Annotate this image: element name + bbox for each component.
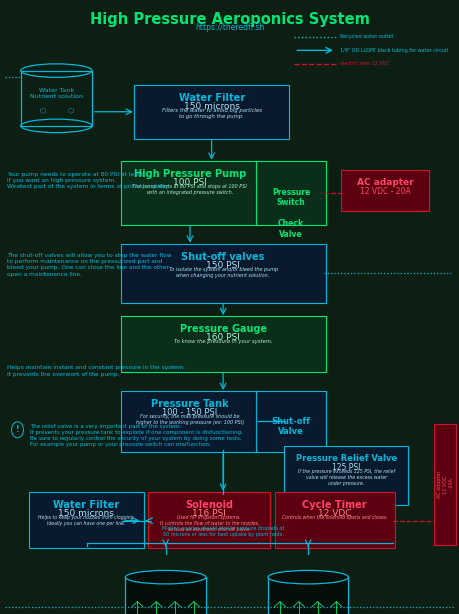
FancyBboxPatch shape: [134, 85, 288, 139]
Text: electric wire 12 VDC: electric wire 12 VDC: [340, 61, 389, 66]
Text: If the pressure exceeds 125 PSI, the relief
valve will release the excess water
: If the pressure exceeds 125 PSI, the rel…: [297, 469, 394, 486]
Text: 150 microns: 150 microns: [183, 102, 239, 111]
Text: To isolate the system and/or bleed the pump
when changing your nutrient solution: To isolate the system and/or bleed the p…: [168, 266, 277, 278]
FancyBboxPatch shape: [148, 492, 270, 548]
Text: To know the pressure in your system.: To know the pressure in your system.: [174, 339, 272, 344]
Text: The shut-off valves will allow you to stop the water flow
to perform maintenance: The shut-off valves will allow you to st…: [7, 253, 171, 276]
FancyBboxPatch shape: [120, 391, 258, 452]
FancyBboxPatch shape: [256, 161, 325, 225]
Text: 116 PSI: 116 PSI: [192, 510, 226, 518]
FancyBboxPatch shape: [274, 492, 394, 548]
Text: ⬡: ⬡: [67, 107, 73, 114]
Text: 12 VDC - 20A: 12 VDC - 20A: [359, 187, 410, 196]
Text: 12 VDC: 12 VDC: [317, 510, 351, 518]
Text: Filters the water to avoid big particles
to go through the pump.: Filters the water to avoid big particles…: [161, 108, 261, 119]
Text: Misting nozzles should ideally produce droplets of
50 microns or less for best u: Misting nozzles should ideally produce d…: [162, 526, 284, 537]
Text: https://theredfi.sh: https://theredfi.sh: [195, 23, 264, 32]
Text: Cycle Timer: Cycle Timer: [302, 500, 366, 510]
FancyBboxPatch shape: [256, 391, 325, 452]
Text: 1/4" OD LLDPE black tubing for water circuit: 1/4" OD LLDPE black tubing for water cir…: [340, 48, 448, 53]
Text: Pressure
Switch

Check
Valve: Pressure Switch Check Valve: [271, 188, 309, 239]
Text: 100 - 150 PSI: 100 - 150 PSI: [162, 408, 217, 417]
Text: Water Filter: Water Filter: [53, 500, 119, 510]
Text: Your pump needs to operate at 80 PSI at least
if you want an high pressure syste: Your pump needs to operate at 80 PSI at …: [7, 172, 169, 189]
Text: For security, the max pressure should be
higher to the working pressure (ex: 100: For security, the max pressure should be…: [135, 414, 243, 425]
Ellipse shape: [268, 570, 348, 584]
Text: ⬡: ⬡: [39, 107, 45, 114]
Text: !: !: [16, 426, 19, 434]
Text: 125 PSI: 125 PSI: [331, 463, 359, 472]
Text: Solenoid: Solenoid: [185, 500, 233, 510]
FancyBboxPatch shape: [28, 492, 144, 548]
FancyBboxPatch shape: [120, 161, 258, 225]
Text: The pump starts at 80 PSI and stops at 100 PSI
with an integrated pressure switc: The pump starts at 80 PSI and stops at 1…: [132, 184, 246, 195]
Text: 160 PSI: 160 PSI: [206, 333, 240, 342]
FancyBboxPatch shape: [341, 170, 428, 211]
Text: Controls when the solenoid opens and closes.: Controls when the solenoid opens and clo…: [281, 516, 386, 521]
FancyBboxPatch shape: [120, 244, 325, 303]
Text: AC adapter
12 VDC
- 20A: AC adapter 12 VDC - 20A: [436, 471, 453, 498]
Text: High Pressure Aeroponics System: High Pressure Aeroponics System: [90, 12, 369, 27]
Text: Pressure Tank: Pressure Tank: [151, 399, 228, 409]
Text: Pressure Gauge: Pressure Gauge: [179, 324, 266, 334]
Text: AC adapter: AC adapter: [356, 178, 413, 187]
Text: Helps maintain instant and constant pressure in the system.
It prevents the over: Helps maintain instant and constant pres…: [7, 365, 185, 376]
Text: The relief valve is a very important part of the system.
It prevents your pressu: The relief valve is a very important par…: [30, 424, 242, 447]
Text: High Pressure Pump: High Pressure Pump: [133, 169, 246, 179]
Bar: [125, 577, 206, 614]
Bar: [433, 424, 455, 545]
Ellipse shape: [125, 570, 206, 584]
Text: Helps to keep your nozzles from clogging.
Ideally you can have one per line.: Helps to keep your nozzles from clogging…: [38, 516, 134, 526]
FancyBboxPatch shape: [283, 446, 408, 505]
Text: Shut-off valves: Shut-off valves: [181, 252, 264, 262]
Text: Pressure Relief Valve: Pressure Relief Valve: [295, 454, 396, 464]
Bar: [21, 71, 92, 126]
Text: Used for irrigation systems.
It controls the flow of water to the nozzles,
acts : Used for irrigation systems. It controls…: [159, 516, 258, 532]
Bar: [268, 577, 348, 614]
FancyBboxPatch shape: [120, 316, 325, 372]
Text: 100 PSI: 100 PSI: [173, 178, 206, 187]
Text: Shut-off
Valve: Shut-off Valve: [271, 417, 310, 437]
Text: 150 PSI: 150 PSI: [206, 260, 240, 270]
Text: 150 microns: 150 microns: [58, 510, 114, 518]
Text: Recycled water outlet: Recycled water outlet: [340, 34, 393, 39]
Text: Water Filter: Water Filter: [178, 93, 244, 103]
Text: Water Tank
Nutrient solution: Water Tank Nutrient solution: [30, 88, 83, 99]
